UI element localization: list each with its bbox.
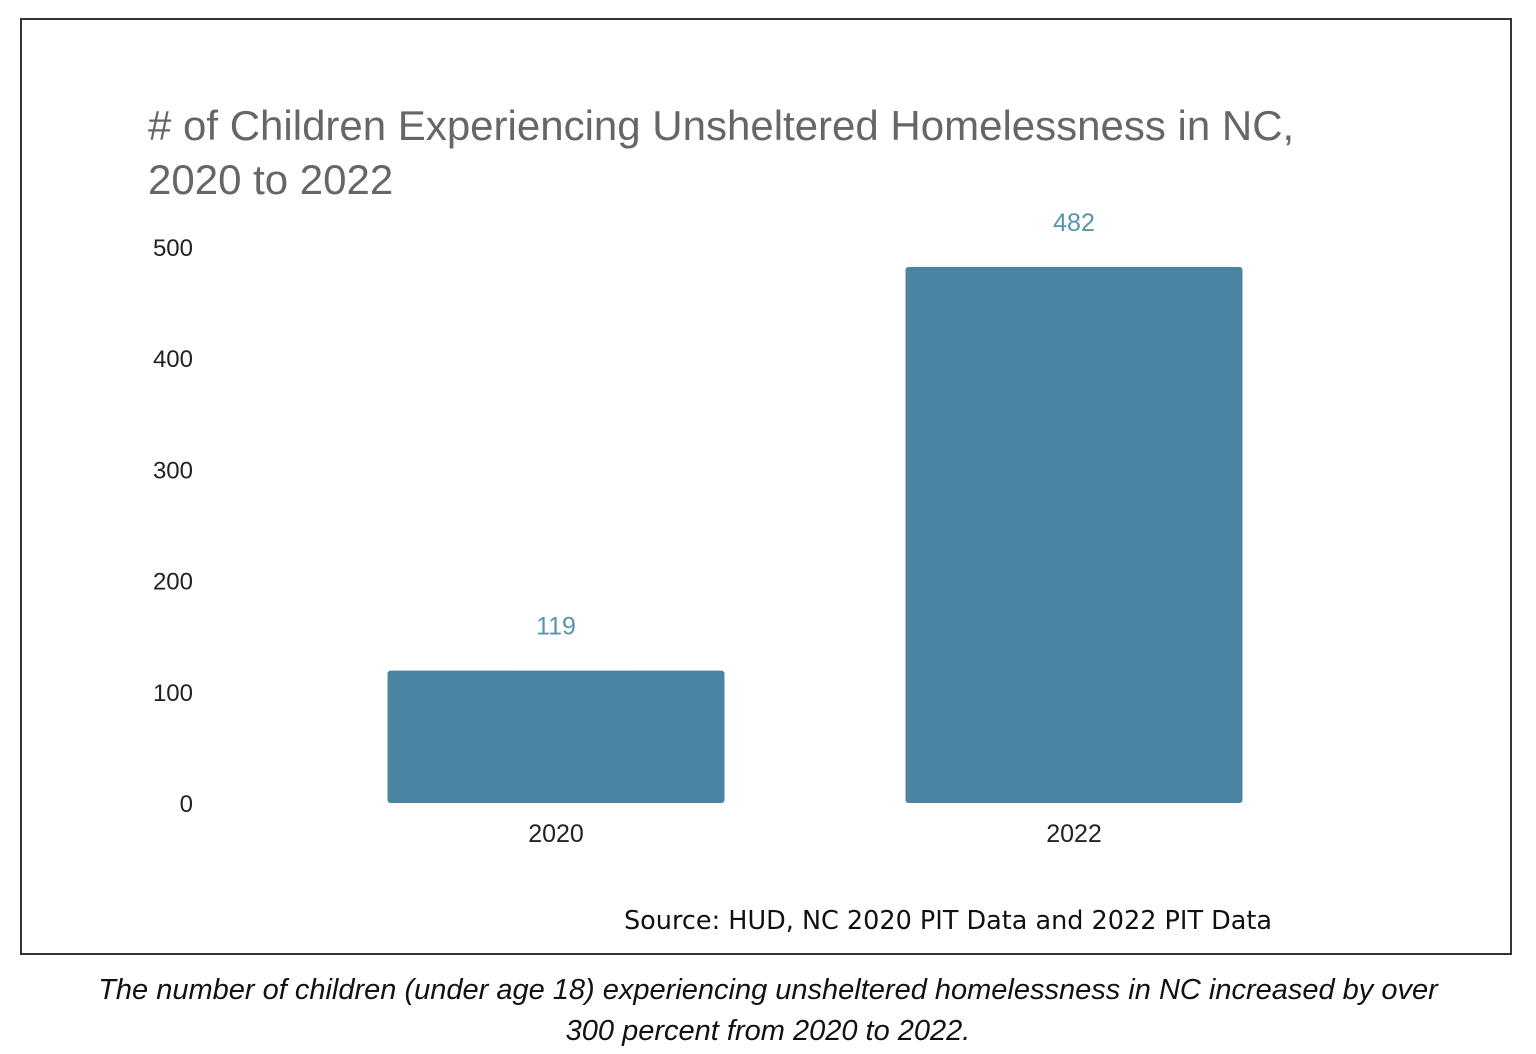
- y-tick-label: 0: [180, 791, 193, 818]
- data-label-2022: 482: [1053, 209, 1095, 237]
- caption-line-2: 300 percent from 2020 to 2022.: [565, 1015, 971, 1047]
- y-tick-label: 200: [153, 569, 193, 596]
- chart-title-line-1: # of Children Experiencing Unsheltered H…: [148, 102, 1294, 149]
- bar-2022: [905, 267, 1243, 803]
- y-tick-label: 400: [153, 346, 193, 373]
- source-note: Source: HUD, NC 2020 PIT Data and 2022 P…: [624, 906, 1272, 936]
- y-tick-label: 300: [153, 457, 193, 484]
- data-label-2020: 119: [536, 613, 576, 641]
- bar-2020: [387, 670, 725, 803]
- x-tick-label: 2022: [1046, 820, 1102, 848]
- figure-caption: The number of children (under age 18) ex…: [0, 970, 1536, 1052]
- y-tick-label: 100: [153, 680, 193, 707]
- y-tick-label: 500: [153, 235, 193, 262]
- chart-title-line-2: 2020 to 2022: [148, 156, 393, 203]
- chart-frame: [20, 18, 1512, 955]
- caption-line-1: The number of children (under age 18) ex…: [98, 974, 1438, 1006]
- x-tick-label: 2020: [528, 820, 584, 848]
